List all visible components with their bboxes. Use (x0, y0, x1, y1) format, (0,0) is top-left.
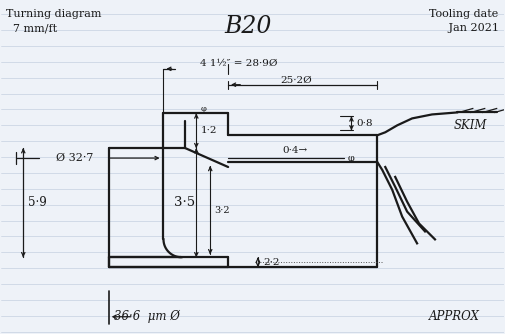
Text: 25·2Ø: 25·2Ø (280, 76, 312, 85)
Text: 0·4→: 0·4→ (282, 146, 308, 155)
Text: SKIM: SKIM (454, 119, 487, 132)
Text: 4 1½″ = 28·9Ø: 4 1½″ = 28·9Ø (200, 59, 278, 68)
Text: Tooling date
 Jan 2021: Tooling date Jan 2021 (429, 9, 498, 33)
Text: Ø 32·7: Ø 32·7 (56, 153, 93, 163)
Text: B20: B20 (224, 15, 272, 38)
Text: Turning diagram
  7 mm/ft: Turning diagram 7 mm/ft (7, 9, 102, 33)
Text: APPROX: APPROX (429, 310, 480, 323)
Text: φ: φ (200, 106, 206, 114)
Text: 3·5: 3·5 (174, 196, 195, 209)
Text: 1·2: 1·2 (200, 126, 217, 135)
Text: 0·8: 0·8 (357, 119, 373, 128)
Text: 5·9: 5·9 (28, 196, 47, 209)
Text: 36·6  μm Ø: 36·6 μm Ø (114, 310, 180, 323)
Text: φ: φ (347, 154, 354, 163)
Text: 2·2: 2·2 (263, 258, 279, 267)
Text: 3·2: 3·2 (214, 206, 230, 215)
